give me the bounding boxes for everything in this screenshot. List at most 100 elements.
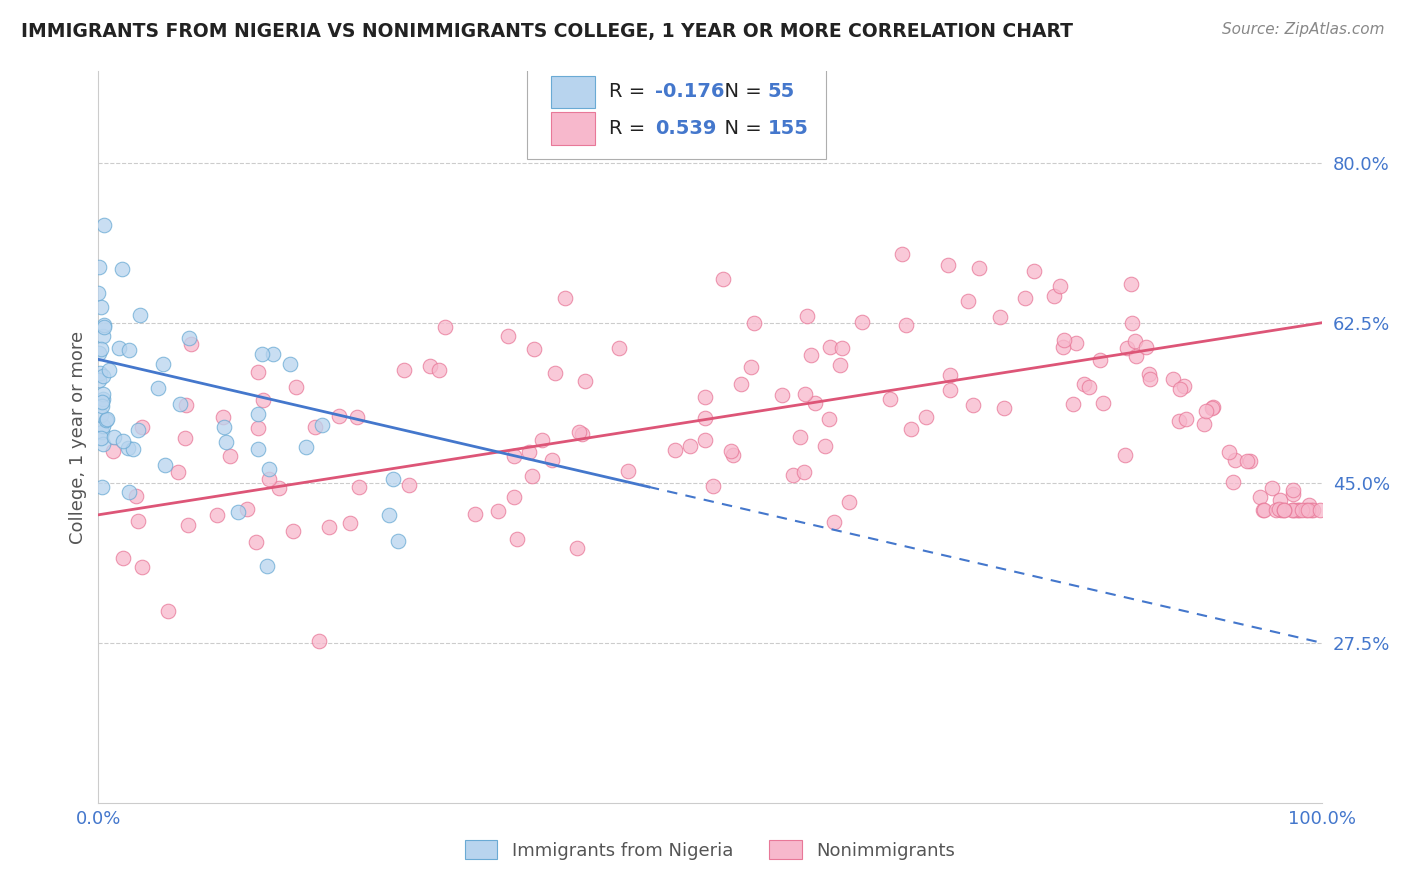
Point <box>541 453 564 467</box>
Point <box>890 246 912 260</box>
Point <box>117 485 139 500</box>
Point <box>1201 401 1223 415</box>
Point <box>131 560 153 574</box>
Point <box>1121 316 1143 330</box>
Point <box>107 341 129 355</box>
Point <box>278 357 301 371</box>
Point <box>103 430 125 444</box>
Point <box>226 505 249 519</box>
Point <box>122 442 145 457</box>
Point <box>90 480 112 494</box>
Point <box>1236 453 1258 467</box>
Point <box>486 504 509 518</box>
Point <box>969 261 991 276</box>
Point <box>156 604 179 618</box>
Point <box>98 363 121 377</box>
Point <box>328 409 350 424</box>
Point <box>818 340 841 354</box>
Point <box>1309 503 1331 517</box>
Point <box>554 292 576 306</box>
Point <box>87 346 110 360</box>
Point <box>571 427 593 442</box>
Point <box>796 309 818 323</box>
Point <box>219 449 242 463</box>
Point <box>1135 340 1157 354</box>
Point <box>1218 445 1240 459</box>
Point <box>215 435 238 450</box>
Point <box>464 507 486 521</box>
Point <box>523 342 546 356</box>
Point <box>823 515 845 529</box>
Point <box>1288 503 1310 517</box>
Point <box>90 300 112 314</box>
Point <box>257 462 280 476</box>
Point <box>87 285 110 300</box>
Point <box>89 367 111 381</box>
Point <box>962 398 984 412</box>
Point <box>1302 503 1324 517</box>
Point <box>607 341 630 355</box>
Point <box>1168 382 1191 396</box>
Point <box>818 412 841 426</box>
Point <box>506 532 529 546</box>
Point <box>1073 377 1095 392</box>
Point <box>284 380 307 394</box>
Point <box>101 444 124 458</box>
Point <box>1114 448 1136 462</box>
Point <box>87 260 110 274</box>
Text: R =: R = <box>609 119 651 138</box>
Point <box>398 478 420 492</box>
Point <box>90 399 112 413</box>
Point <box>1202 401 1225 415</box>
Point <box>1268 492 1291 507</box>
Point <box>118 343 141 358</box>
Point <box>1264 503 1286 517</box>
Point <box>900 422 922 436</box>
Point <box>1053 333 1076 347</box>
Text: 155: 155 <box>768 119 808 138</box>
Point <box>544 366 567 380</box>
Point <box>247 420 270 434</box>
Point <box>392 363 415 377</box>
Point <box>112 550 135 565</box>
Legend: Immigrants from Nigeria, Nonimmigrants: Immigrants from Nigeria, Nonimmigrants <box>458 833 962 867</box>
Point <box>90 408 112 422</box>
Point <box>793 387 815 401</box>
Point <box>167 465 190 479</box>
Point <box>91 394 114 409</box>
Point <box>1272 503 1295 517</box>
FancyBboxPatch shape <box>526 61 827 159</box>
Point <box>1272 503 1295 517</box>
Point <box>1192 417 1215 431</box>
Point <box>1052 340 1074 354</box>
Point <box>851 314 873 328</box>
Point <box>262 347 284 361</box>
Point <box>693 410 716 425</box>
Point <box>800 349 823 363</box>
Point <box>740 360 762 375</box>
Text: R =: R = <box>609 82 651 102</box>
Point <box>770 388 793 402</box>
Point <box>205 508 228 522</box>
Point <box>838 494 860 508</box>
Point <box>1296 503 1319 517</box>
Point <box>1123 334 1146 348</box>
Point <box>915 410 938 425</box>
Point <box>1298 498 1320 512</box>
Point <box>520 469 543 483</box>
Point <box>1173 379 1195 393</box>
Point <box>346 410 368 425</box>
Point <box>318 520 340 534</box>
Point <box>1261 481 1284 495</box>
Point <box>90 425 112 439</box>
Point <box>1268 502 1291 516</box>
Point <box>91 392 114 406</box>
Point <box>503 491 526 505</box>
Text: 0.539: 0.539 <box>655 119 717 138</box>
Point <box>789 430 811 444</box>
Point <box>574 374 596 388</box>
Point <box>433 319 456 334</box>
Point <box>693 433 716 447</box>
Point <box>211 409 233 424</box>
Point <box>720 444 742 458</box>
